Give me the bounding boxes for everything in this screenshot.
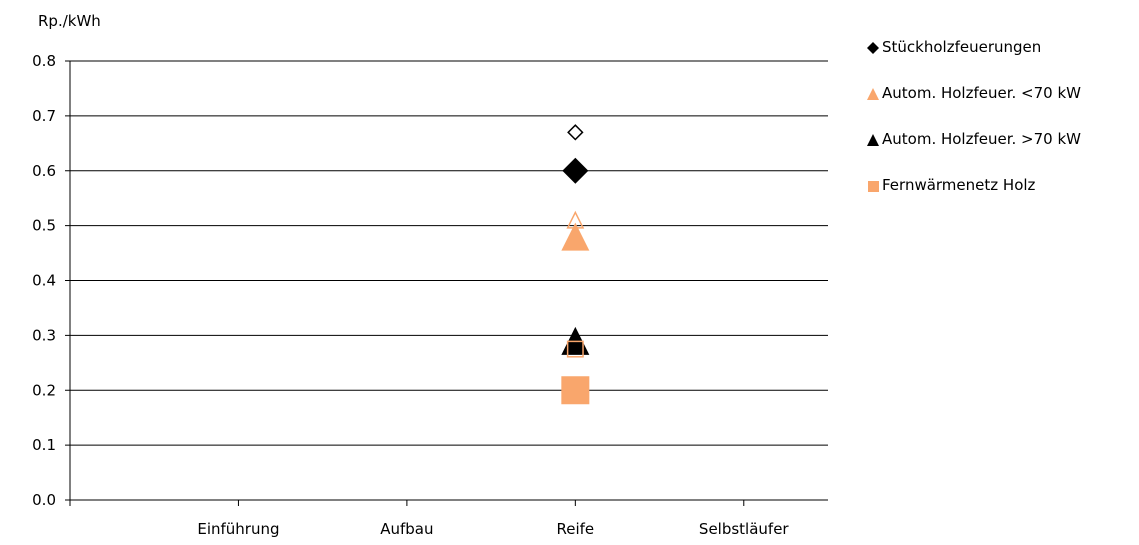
data-points [561,124,590,405]
y-tick-label: 0.5 [32,217,56,235]
y-tick-label: 0.2 [32,381,56,399]
y-tick-label: 0.6 [32,162,56,180]
legend-label: Autom. Holzfeuer. >70 kW [882,130,1081,148]
gridlines [70,60,828,446]
legend-item-autom-lt70: Autom. Holzfeuer. <70 kW [866,84,1136,104]
x-tick-label: Selbstläufer [699,520,790,538]
x-tick-label: Aufbau [380,520,433,538]
x-tick-label: Reife [557,520,595,538]
data-point-square [561,376,590,405]
legend-triangle-icon [867,88,879,100]
legend-square-icon [868,181,879,192]
legend-label: Fernwärmenetz Holz [882,176,1036,194]
legend-item-stueckholz: Stückholzfeuerungen [866,38,1136,58]
data-point-triangle [566,210,585,229]
y-tick-label: 0.7 [32,107,56,125]
legend-label: Stückholzfeuerungen [882,38,1042,56]
legend-label: Autom. Holzfeuer. <70 kW [882,84,1081,102]
y-ticks: 0.0 0.1 0.2 0.3 0.4 0.5 0.6 0.7 0.8 [32,52,70,509]
legend-triangle-icon [867,134,879,146]
data-point-diamond [562,157,589,184]
data-point-diamond [567,124,584,141]
x-tick-label: Einführung [197,520,279,538]
x-ticks: Einführung Aufbau Reife Selbstläufer [69,500,790,538]
y-tick-label: 0.4 [32,272,56,290]
y-tick-label: 0.8 [32,52,56,70]
legend-item-autom-gt70: Autom. Holzfeuer. >70 kW [866,130,1136,150]
legend: Stückholzfeuerungen Autom. Holzfeuer. <7… [866,38,1136,222]
y-tick-label: 0.1 [32,436,56,454]
data-point-square [566,340,584,358]
y-axis-label: Rp./kWh [38,12,101,30]
legend-diamond-icon [867,42,879,54]
legend-item-fernwaerme: Fernwärmenetz Holz [866,176,1136,196]
y-tick-label: 0.3 [32,326,56,344]
data-point-triangle [561,222,590,251]
y-tick-label: 0.0 [32,491,56,509]
